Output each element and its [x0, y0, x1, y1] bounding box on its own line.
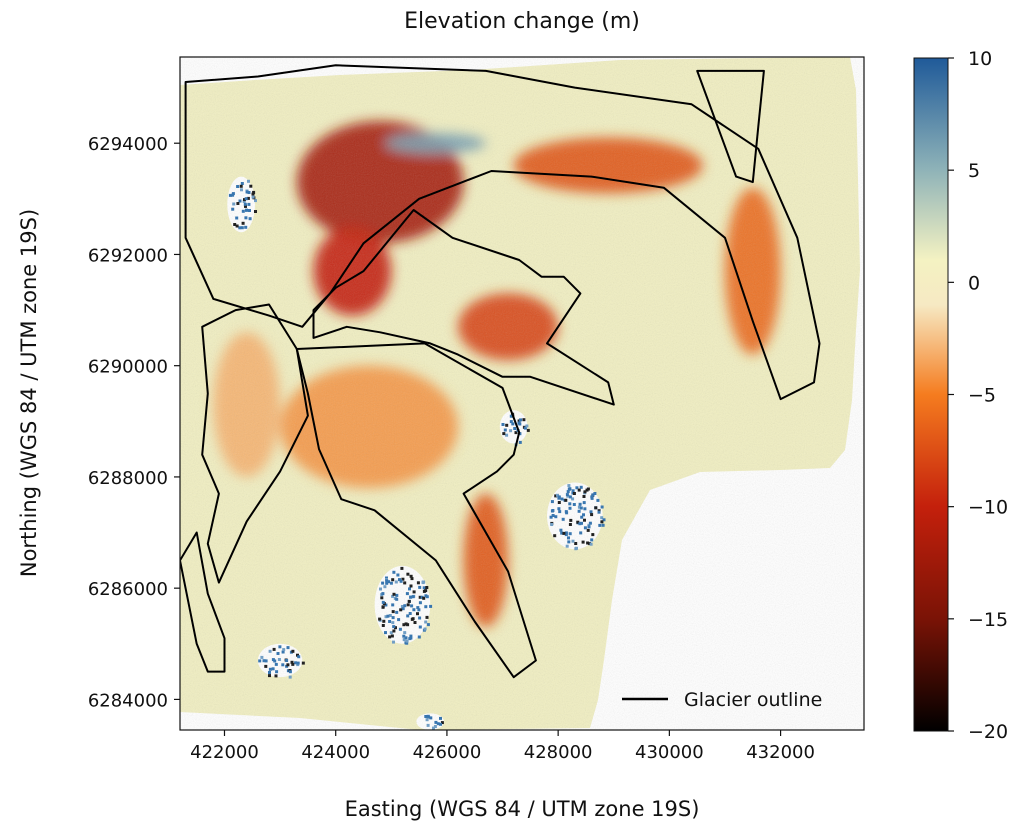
glacier-outline	[312, 209, 615, 406]
x-tick-label: 428000	[524, 742, 593, 763]
y-axis-ticks: 6284000 6286000 6288000 6290000 6292000 62940…	[88, 134, 180, 711]
plot-frame	[179, 56, 865, 731]
colorbar-tick-label: −15	[968, 609, 1008, 631]
colorbar-tick-label: 5	[968, 160, 980, 182]
colorbar-tick-label: −20	[968, 721, 1008, 743]
y-tick-label: 6284000	[88, 690, 168, 711]
glacier-outline	[201, 303, 309, 584]
glacier-outline	[180, 531, 226, 673]
chart-title: Elevation change (m)	[404, 9, 640, 34]
y-tick-label: 6288000	[88, 468, 168, 489]
y-axis-label: Northing (WGS 84 / UTM zone 19S)	[17, 209, 41, 577]
x-tick-label: 422000	[190, 742, 259, 763]
map-plot-area: 422000 424000 426000 428000 430000 432000 628…	[88, 56, 865, 763]
x-tick-label: 424000	[301, 742, 370, 763]
glacier-outline	[184, 64, 821, 401]
glacier-outlines	[180, 64, 821, 679]
x-tick-label: 426000	[413, 742, 482, 763]
colorbar-tick-label: −5	[968, 385, 996, 407]
legend-glacier-outline-label: Glacier outline	[684, 689, 822, 711]
y-tick-label: 6294000	[88, 134, 168, 155]
colorbar-ticks: 10 5 0 −5 −10 −15 −20	[948, 48, 1008, 743]
colorbar-tick-label: −10	[968, 497, 1008, 519]
colorbar-gradient	[913, 57, 949, 732]
y-tick-label: 6292000	[88, 245, 168, 266]
colorbar-tick-label: 0	[968, 272, 980, 294]
y-tick-label: 6286000	[88, 579, 168, 600]
glacier-outline	[295, 342, 537, 679]
legend: Glacier outline	[622, 689, 822, 711]
y-tick-label: 6290000	[88, 357, 168, 378]
x-tick-label: 432000	[746, 742, 815, 763]
colorbar-tick-label: 10	[968, 48, 992, 70]
x-tick-label: 430000	[635, 742, 704, 763]
colorbar: 10 5 0 −5 −10 −15 −20	[913, 48, 1008, 743]
x-axis-ticks: 422000 424000 426000 428000 430000 432000	[190, 730, 815, 763]
x-axis-label: Easting (WGS 84 / UTM zone 19S)	[345, 797, 700, 821]
glacier-outline	[696, 69, 765, 184]
